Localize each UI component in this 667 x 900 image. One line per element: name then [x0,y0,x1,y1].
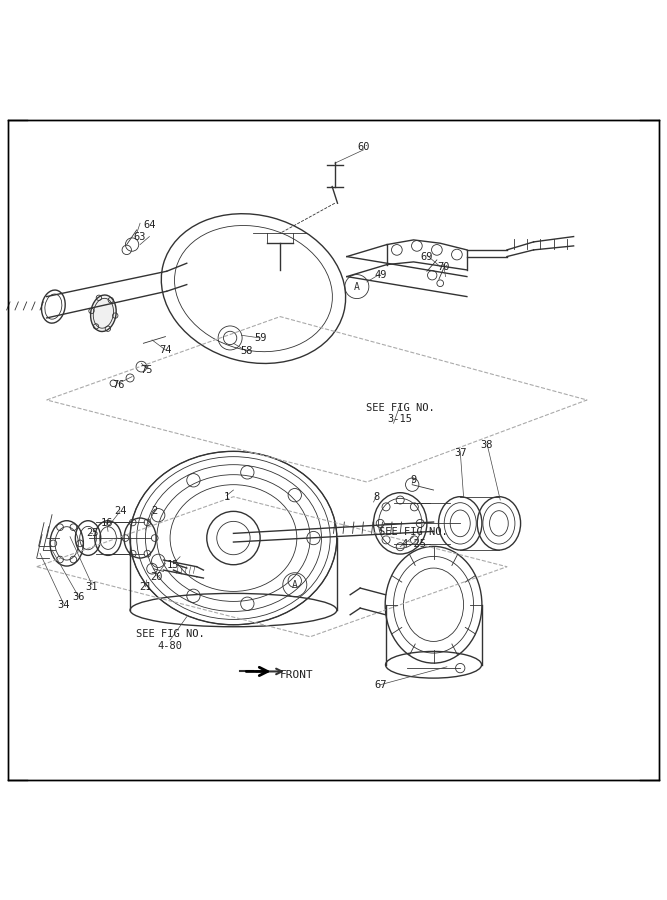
Text: 59: 59 [254,333,266,343]
Text: 49: 49 [374,270,386,280]
Text: 24: 24 [114,507,126,517]
Ellipse shape [91,295,116,331]
Text: 64: 64 [144,220,156,230]
Text: 36: 36 [73,591,85,602]
Text: 67: 67 [374,680,386,689]
Text: 75: 75 [141,365,153,375]
Text: 25: 25 [86,528,98,538]
Text: 16: 16 [101,518,113,528]
Text: SEE FIG NO.
4-80: SEE FIG NO. 4-80 [135,629,205,651]
Text: 58: 58 [241,346,253,356]
Text: 15: 15 [167,560,179,570]
Text: 34: 34 [57,599,69,609]
Text: 2: 2 [151,507,158,517]
Text: 70: 70 [438,262,450,272]
Text: 63: 63 [134,231,146,241]
Text: 37: 37 [454,448,466,458]
Text: A: A [292,580,297,590]
Text: 20: 20 [151,572,163,581]
Text: 8: 8 [374,491,380,501]
Text: 21: 21 [139,581,151,591]
Text: A: A [354,282,360,292]
Text: SEE FIG NO.
3-15: SEE FIG NO. 3-15 [366,402,435,424]
Text: 69: 69 [421,252,433,262]
Text: 76: 76 [113,380,125,390]
Text: 1: 1 [223,491,230,501]
Text: 60: 60 [358,141,370,151]
Text: 9: 9 [410,475,417,485]
Text: 31: 31 [86,581,98,591]
Text: 38: 38 [481,440,493,450]
Text: SEE FIG NO.
4-25: SEE FIG NO. 4-25 [379,527,448,549]
Text: FRONT: FRONT [280,670,313,680]
Text: 74: 74 [159,345,171,355]
